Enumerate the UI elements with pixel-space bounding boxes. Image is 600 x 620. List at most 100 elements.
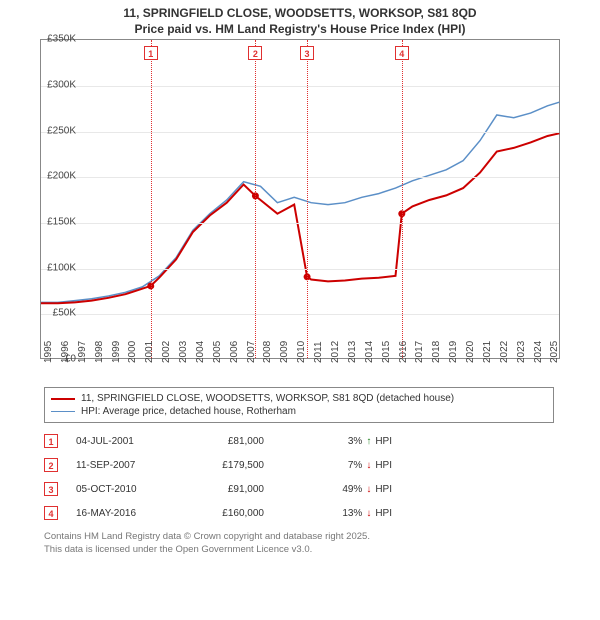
legend: 11, SPRINGFIELD CLOSE, WOODSETTS, WORKSO…	[44, 387, 554, 423]
title-line-1: 11, SPRINGFIELD CLOSE, WOODSETTS, WORKSO…	[0, 6, 600, 22]
chart-title: 11, SPRINGFIELD CLOSE, WOODSETTS, WORKSO…	[0, 0, 600, 39]
x-axis-label: 2023	[516, 341, 527, 363]
event-date: 04-JUL-2001	[76, 436, 166, 447]
y-axis-label: £200K	[47, 171, 76, 182]
event-delta-pct: 49%	[342, 484, 362, 495]
line-canvas	[41, 40, 561, 360]
x-axis-label: 2000	[127, 341, 138, 363]
series-property	[41, 133, 559, 303]
event-row: 4 16-MAY-2016 £160,000 13% ↓ HPI	[44, 501, 554, 525]
x-axis-label: 2009	[279, 341, 290, 363]
plot-region: 1 2 3 4	[40, 39, 560, 359]
y-axis-label: £250K	[47, 125, 76, 136]
x-axis-label: 2005	[212, 341, 223, 363]
y-gridline	[41, 177, 559, 178]
x-axis-label: 2016	[398, 341, 409, 363]
event-date: 05-OCT-2010	[76, 484, 166, 495]
event-index-badge: 2	[44, 458, 58, 472]
x-axis-label: 2022	[499, 341, 510, 363]
event-delta-pct: 3%	[348, 436, 362, 447]
event-marker-line	[307, 40, 308, 358]
event-row: 104-JUL-2001£81,0003%↑HPI	[44, 429, 554, 453]
x-axis-label: 2006	[229, 341, 240, 363]
y-gridline	[41, 132, 559, 133]
event-row: 3 05-OCT-2010 £91,000 49% ↓ HPI	[44, 477, 554, 501]
legend-item: HPI: Average price, detached house, Roth…	[51, 405, 547, 418]
x-axis-label: 2004	[195, 341, 206, 363]
event-marker-line	[255, 40, 256, 358]
event-date: 11-SEP-2007	[76, 460, 166, 471]
x-axis-label: 2010	[296, 341, 307, 363]
x-axis-label: 2001	[144, 341, 155, 363]
x-axis-label: 2021	[482, 341, 493, 363]
x-axis-label: 2015	[381, 341, 392, 363]
x-axis-label: 2008	[262, 341, 273, 363]
footer-attribution: Contains HM Land Registry data © Crown c…	[44, 531, 554, 556]
x-axis-label: 1996	[60, 341, 71, 363]
event-price: £91,000	[184, 484, 264, 495]
arrow-down-icon: ↓	[366, 460, 371, 471]
event-marker-badge: 3	[300, 46, 314, 60]
event-marker-line	[151, 40, 152, 358]
x-axis-label: 1995	[43, 341, 54, 363]
event-delta-pct: 7%	[348, 460, 362, 471]
events-table: 104-JUL-2001£81,0003%↑HPI211-SEP-2007£17…	[44, 429, 554, 525]
legend-swatch	[51, 398, 75, 400]
y-axis-label: £50K	[53, 308, 76, 319]
event-row: 2 11-SEP-2007 £179,500 7% ↓ HPI	[44, 453, 554, 477]
event-marker-badge: 4	[395, 46, 409, 60]
event-price: £179,500	[184, 460, 264, 471]
event-delta: 13% ↓ HPI	[282, 508, 392, 519]
event-index-badge: 3	[44, 482, 58, 496]
arrow-down-icon: ↓	[366, 508, 371, 519]
chart-area: 1234 £0£50K£100K£150K£200K£250K£300K£350…	[40, 39, 600, 379]
legend-label: HPI: Average price, detached house, Roth…	[81, 406, 296, 417]
title-line-2: Price paid vs. HM Land Registry's House …	[0, 22, 600, 38]
y-gridline	[41, 223, 559, 224]
x-axis-label: 2013	[347, 341, 358, 363]
event-delta: 3% ↑ HPI	[282, 436, 392, 447]
footer-line-1: Contains HM Land Registry data © Crown c…	[44, 531, 554, 543]
x-axis-label: 2020	[465, 341, 476, 363]
x-axis-label: 2024	[533, 341, 544, 363]
y-axis-label: £150K	[47, 217, 76, 228]
event-delta-suffix: HPI	[375, 460, 392, 471]
y-axis-label: £300K	[47, 79, 76, 90]
event-price: £160,000	[184, 508, 264, 519]
footer-line-2: This data is licensed under the Open Gov…	[44, 544, 554, 556]
legend-swatch	[51, 411, 75, 412]
event-delta: 7% ↓ HPI	[282, 460, 392, 471]
event-delta-suffix: HPI	[375, 436, 392, 447]
x-axis-label: 1998	[94, 341, 105, 363]
x-axis-label: 2002	[161, 341, 172, 363]
event-delta-pct: 13%	[342, 508, 362, 519]
x-axis-label: 2014	[364, 341, 375, 363]
y-gridline	[41, 314, 559, 315]
x-axis-label: 2003	[178, 341, 189, 363]
event-delta-suffix: HPI	[375, 508, 392, 519]
x-axis-label: 2007	[246, 341, 257, 363]
x-axis-label: 2012	[330, 341, 341, 363]
legend-label: 11, SPRINGFIELD CLOSE, WOODSETTS, WORKSO…	[81, 393, 454, 404]
event-index-badge: 4	[44, 506, 58, 520]
y-gridline	[41, 269, 559, 270]
x-axis-label: 2019	[448, 341, 459, 363]
event-marker-badge: 2	[248, 46, 262, 60]
event-index-badge: 1	[44, 434, 58, 448]
x-axis-label: 1997	[77, 341, 88, 363]
x-axis-label: 2017	[414, 341, 425, 363]
event-marker-badge: 1	[144, 46, 158, 60]
event-delta: 49% ↓ HPI	[282, 484, 392, 495]
x-axis-label: 1999	[111, 341, 122, 363]
x-axis-label: 2018	[431, 341, 442, 363]
x-axis-label: 2011	[313, 342, 324, 364]
x-axis-label: 2025	[549, 341, 560, 363]
y-axis-label: £350K	[47, 34, 76, 45]
event-delta-suffix: HPI	[375, 484, 392, 495]
y-axis-label: £100K	[47, 262, 76, 273]
y-gridline	[41, 86, 559, 87]
arrow-down-icon: ↓	[366, 484, 371, 495]
arrow-up-icon: ↑	[366, 436, 371, 447]
event-date: 16-MAY-2016	[76, 508, 166, 519]
legend-item: 11, SPRINGFIELD CLOSE, WOODSETTS, WORKSO…	[51, 392, 547, 405]
